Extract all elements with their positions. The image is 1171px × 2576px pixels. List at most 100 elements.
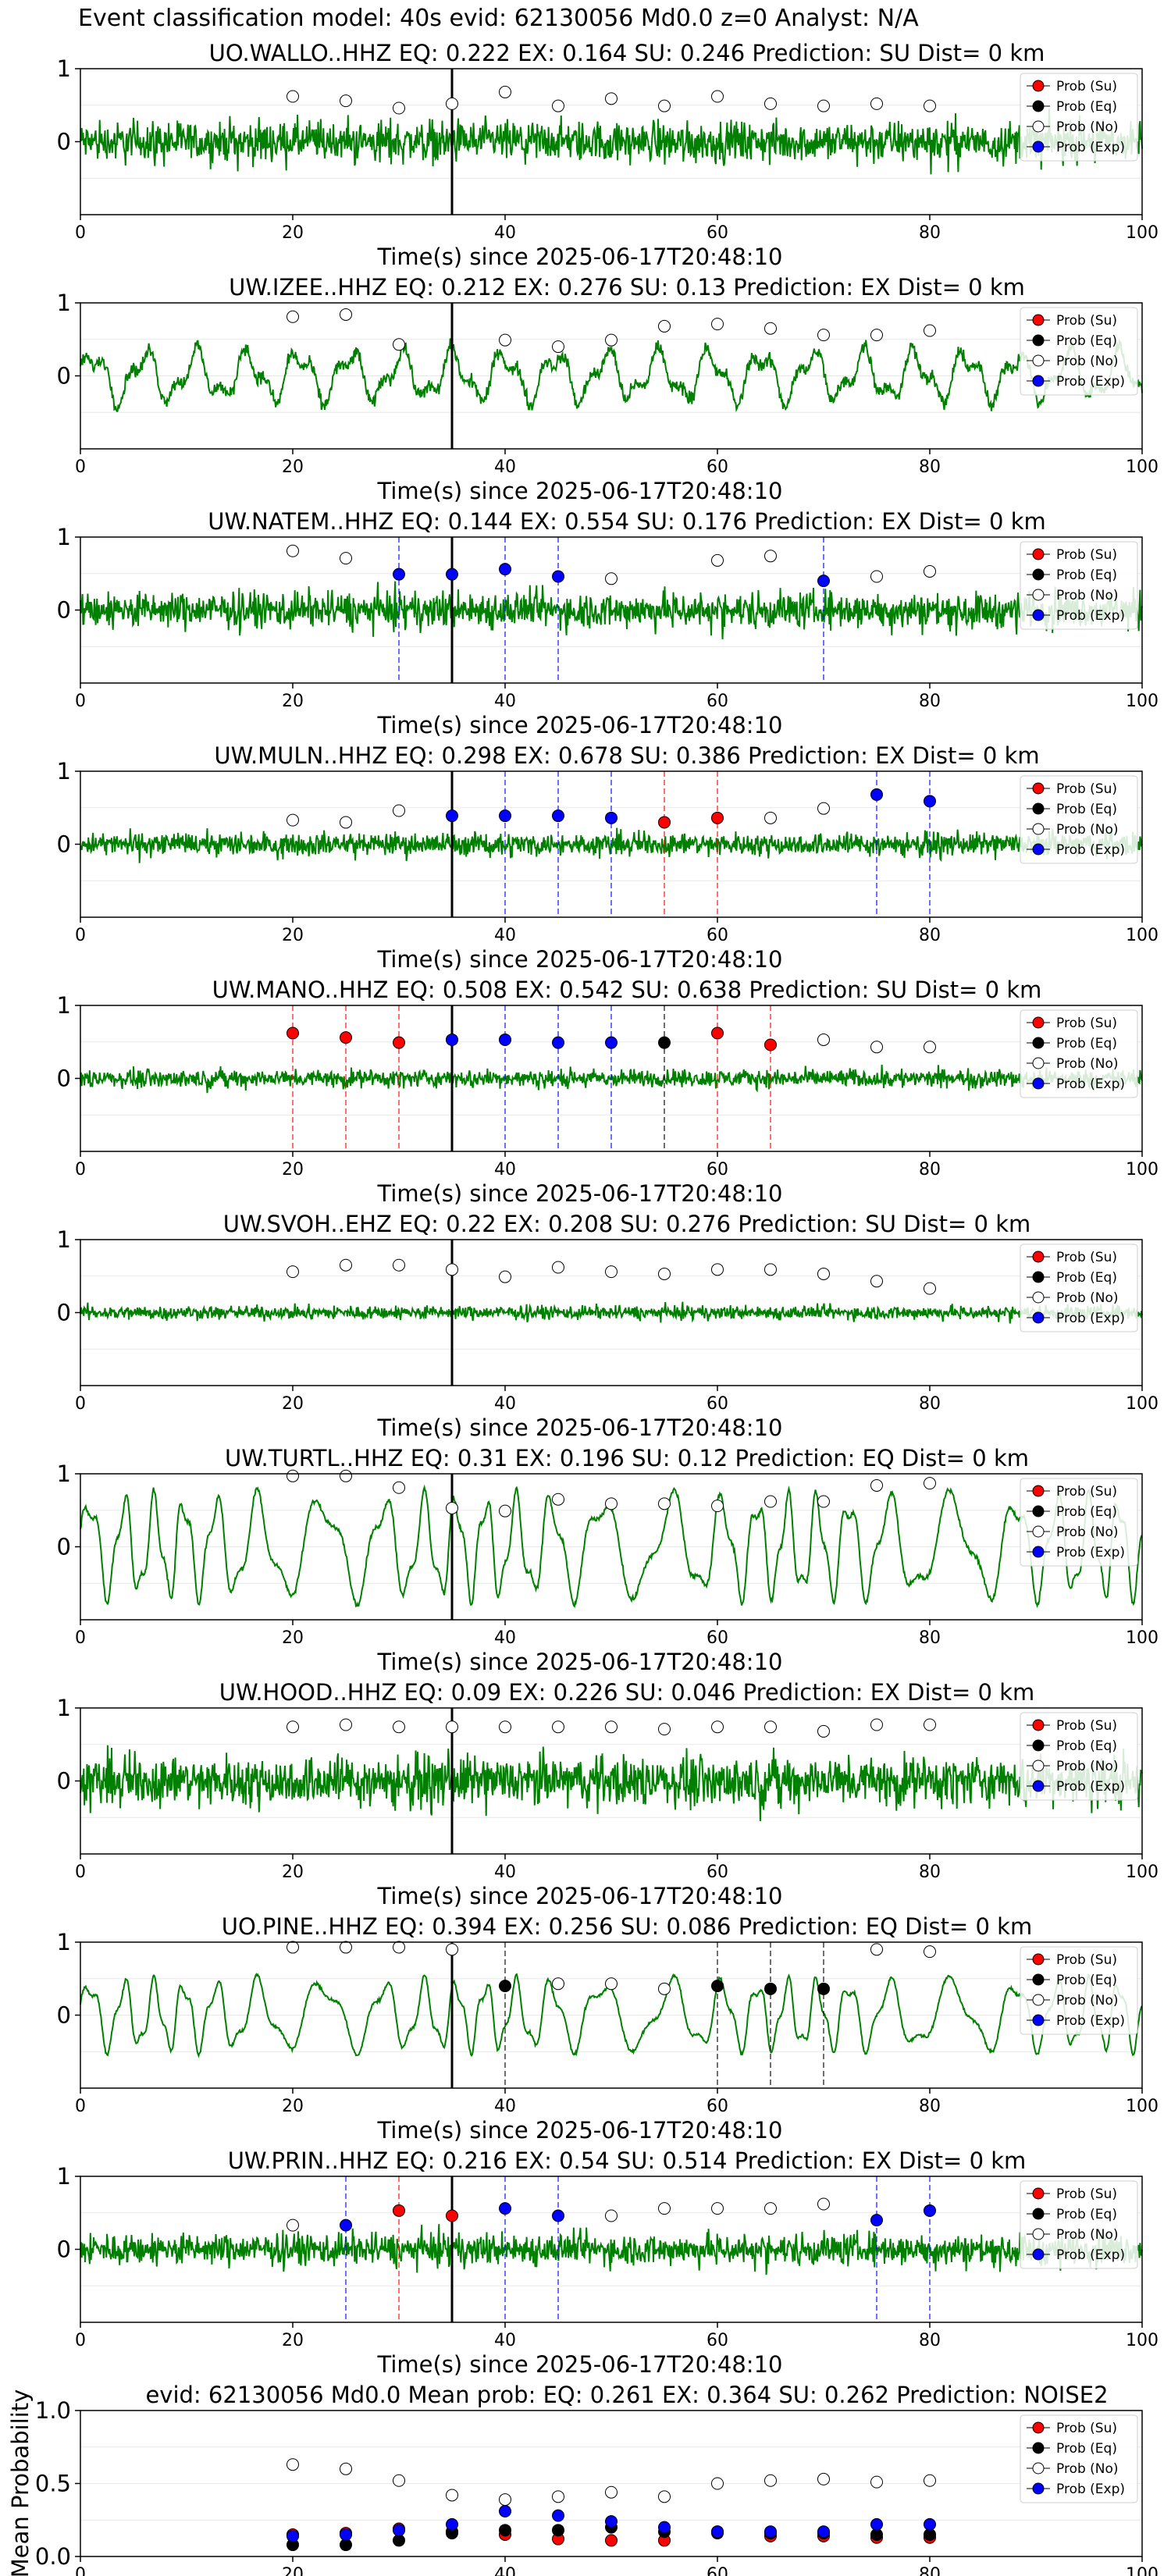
subplot-7: 0 20 40 60 80 100 0 1 UW.TURTL..HHZ EQ: 0.31 EX:… <box>57 1445 1159 1675</box>
x-tick-label: 100 <box>1126 223 1159 243</box>
legend: Prob (Su) Prob (Eq) Prob (No) Prob (Exp) <box>1020 2180 1138 2269</box>
x-tick-label: 100 <box>1126 2097 1159 2116</box>
legend-label: Prob (Exp) <box>1056 842 1125 858</box>
prob-no-marker <box>817 1033 830 1046</box>
prob-no-marker <box>924 1718 936 1731</box>
subplot-6: 0 20 40 60 80 100 0 1 UW.SVOH..EHZ EQ: 0.22 EX: … <box>57 1211 1159 1441</box>
x-tick-label: 60 <box>707 2565 728 2576</box>
prob-exp-marker <box>446 568 458 581</box>
prob-exp-marker <box>552 570 564 583</box>
legend: Prob (Su) Prob (Eq) Prob (No) Prob (Exp) <box>1020 1712 1138 1801</box>
x-tick-label: 40 <box>494 1863 516 1882</box>
x-tick-label: 60 <box>707 1628 728 1648</box>
seismic-trace <box>80 109 1143 175</box>
legend-marker <box>1032 80 1045 92</box>
y-tick-label: 0 <box>57 129 71 155</box>
prob-no-marker <box>817 802 830 815</box>
legend: Prob (Su) Prob (Eq) Prob (No) Prob (Exp) <box>1020 1244 1138 1332</box>
prob-exp-marker <box>499 2505 511 2518</box>
x-tick-label: 80 <box>919 1394 941 1414</box>
legend-marker <box>1032 100 1045 112</box>
legend-label: Prob (Su) <box>1056 1952 1117 1968</box>
prob-no-marker <box>287 90 299 103</box>
prob-no-marker <box>870 1041 883 1054</box>
legend-marker <box>1032 1077 1045 1090</box>
legend-marker <box>1032 2228 1045 2240</box>
legend-label: Prob (Exp) <box>1056 2482 1125 2497</box>
prob-no-marker <box>552 1977 564 1991</box>
legend-box <box>1020 1244 1138 1332</box>
subplot-title: UW.PRIN..HHZ EQ: 0.216 EX: 0.54 SU: 0.51… <box>228 2147 1027 2174</box>
prob-no-marker <box>605 92 618 105</box>
prob-no-marker <box>499 1720 511 1734</box>
legend-marker <box>1032 568 1045 581</box>
prob-no-marker <box>870 329 883 342</box>
y-tick-label: 0.5 <box>35 2471 71 2497</box>
prob-exp-marker <box>340 2528 352 2541</box>
legend-marker <box>1032 120 1045 133</box>
prob-no-marker <box>658 2490 671 2503</box>
legend-label: Prob (Eq) <box>1056 1270 1117 1286</box>
prob-no-marker <box>658 1723 671 1736</box>
legend-label: Prob (Exp) <box>1056 1311 1125 1326</box>
legend-label: Prob (Eq) <box>1056 1973 1117 1988</box>
legend-marker <box>1032 1311 1045 1324</box>
legend-label: Prob (Exp) <box>1056 1076 1125 1092</box>
x-tick-label: 80 <box>919 457 941 477</box>
legend-label: Prob (Su) <box>1056 2186 1117 2202</box>
prob-no-marker <box>605 1265 618 1279</box>
x-tick-label: 80 <box>919 1863 941 1882</box>
prob-exp-marker <box>552 1036 564 1049</box>
y-tick-label: 1 <box>57 1929 71 1955</box>
prob-no-marker <box>711 1720 724 1734</box>
prob-no-marker <box>340 1941 352 1954</box>
x-tick-label: 80 <box>919 2331 941 2350</box>
prob-exp-marker <box>605 811 618 824</box>
x-tick-label: 40 <box>494 1394 516 1414</box>
legend-label: Prob (Exp) <box>1056 1779 1125 1795</box>
prob-no-marker <box>658 99 671 112</box>
prob-no-marker <box>446 1943 458 1956</box>
subplot-8: 0 20 40 60 80 100 0 1 UW.HOOD..HHZ EQ: 0.09 EX: … <box>57 1679 1159 1909</box>
prob-exp-marker <box>658 2521 671 2534</box>
y-tick-label: 1 <box>57 1226 71 1253</box>
subplot-10: 0 20 40 60 80 100 0 1 UW.PRIN..HHZ EQ: 0.216 EX:… <box>57 2147 1159 2378</box>
prob-no-marker <box>870 1943 883 1956</box>
prob-no-marker <box>764 1495 777 1508</box>
prob-eq-marker <box>499 1980 511 1993</box>
x-axis-label: Time(s) since 2025-06-17T20:48:10 <box>377 1414 783 1441</box>
legend-box <box>1020 2180 1138 2269</box>
prob-exp-marker <box>340 2218 352 2232</box>
legend-marker <box>1032 1739 1045 1752</box>
prob-no-marker <box>605 333 618 347</box>
x-tick-label: 60 <box>707 2097 728 2116</box>
x-tick-label: 100 <box>1126 692 1159 711</box>
prob-exp-marker <box>393 2524 405 2537</box>
prob-no-marker <box>287 2218 299 2232</box>
x-tick-label: 100 <box>1126 1394 1159 1414</box>
legend-label: Prob (Exp) <box>1056 1545 1125 1560</box>
legend-label: Prob (Eq) <box>1056 568 1117 583</box>
prob-exp-marker <box>924 795 936 808</box>
y-tick-label: 1 <box>57 290 71 316</box>
legend-label: Prob (Su) <box>1056 313 1117 329</box>
legend-marker <box>1032 589 1045 601</box>
prob-exp-marker <box>817 2525 830 2539</box>
x-tick-label: 0 <box>75 457 86 477</box>
prob-exp-marker <box>552 809 564 823</box>
prob-no-marker <box>924 1041 936 1054</box>
prob-no-marker <box>764 97 777 110</box>
prob-no-marker <box>924 1945 936 1959</box>
x-tick-label: 0 <box>75 1863 86 1882</box>
legend-marker <box>1032 1291 1045 1304</box>
prob-no-marker <box>711 2202 724 2215</box>
y-tick-label: 1 <box>57 1695 71 1721</box>
prob-no-marker <box>711 318 724 331</box>
legend-label: Prob (No) <box>1056 1290 1119 1306</box>
legend-marker <box>1032 1525 1045 1538</box>
legend: Prob (Su) Prob (Eq) Prob (No) Prob (Exp) <box>1020 307 1138 396</box>
x-tick-label: 20 <box>282 1160 304 1179</box>
y-tick-label: 0 <box>57 2002 71 2029</box>
x-tick-label: 60 <box>707 1160 728 1179</box>
prob-su-marker <box>658 816 671 829</box>
